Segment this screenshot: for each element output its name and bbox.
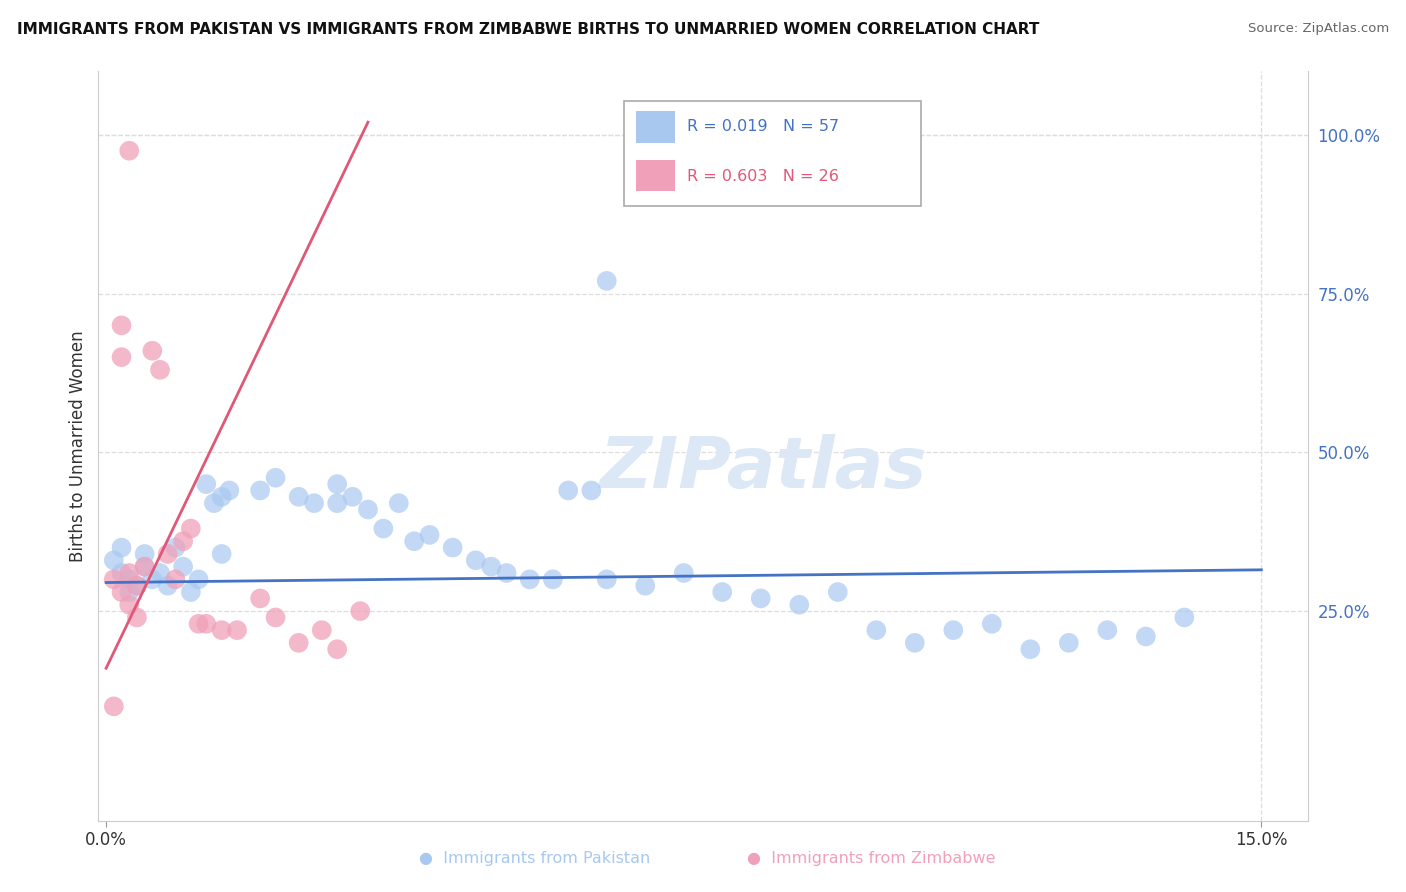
Point bbox=[311, 623, 333, 637]
Point bbox=[904, 636, 927, 650]
Point bbox=[110, 585, 132, 599]
Point bbox=[1019, 642, 1042, 657]
Point bbox=[118, 572, 141, 586]
Bar bbox=[637, 112, 675, 143]
Point bbox=[110, 566, 132, 580]
Point bbox=[125, 579, 148, 593]
Point bbox=[942, 623, 965, 637]
Point bbox=[519, 572, 541, 586]
Point bbox=[349, 604, 371, 618]
Point bbox=[211, 623, 233, 637]
FancyBboxPatch shape bbox=[624, 102, 921, 206]
Point bbox=[342, 490, 364, 504]
Point bbox=[134, 547, 156, 561]
Point bbox=[141, 343, 163, 358]
Point bbox=[103, 572, 125, 586]
Point bbox=[419, 528, 441, 542]
Point bbox=[110, 541, 132, 555]
Point bbox=[110, 350, 132, 364]
Point bbox=[134, 559, 156, 574]
Point bbox=[226, 623, 249, 637]
Point bbox=[165, 572, 187, 586]
Point bbox=[134, 559, 156, 574]
Point bbox=[165, 541, 187, 555]
Point bbox=[195, 477, 218, 491]
Y-axis label: Births to Unmarried Women: Births to Unmarried Women bbox=[69, 330, 87, 562]
Point bbox=[749, 591, 772, 606]
Point bbox=[326, 642, 349, 657]
Point bbox=[218, 483, 240, 498]
Point bbox=[141, 572, 163, 586]
Point bbox=[149, 363, 172, 377]
Text: R = 0.603   N = 26: R = 0.603 N = 26 bbox=[688, 169, 839, 184]
Point bbox=[172, 559, 194, 574]
Point bbox=[373, 522, 395, 536]
Text: R = 0.019   N = 57: R = 0.019 N = 57 bbox=[688, 119, 839, 134]
Point bbox=[827, 585, 849, 599]
Point bbox=[249, 591, 271, 606]
Point bbox=[172, 534, 194, 549]
Text: IMMIGRANTS FROM PAKISTAN VS IMMIGRANTS FROM ZIMBABWE BIRTHS TO UNMARRIED WOMEN C: IMMIGRANTS FROM PAKISTAN VS IMMIGRANTS F… bbox=[17, 22, 1039, 37]
Point bbox=[495, 566, 517, 580]
Point bbox=[202, 496, 225, 510]
Point bbox=[326, 477, 349, 491]
Point bbox=[110, 318, 132, 333]
Point bbox=[541, 572, 564, 586]
Point bbox=[103, 699, 125, 714]
Text: ●  Immigrants from Pakistan: ● Immigrants from Pakistan bbox=[419, 851, 650, 865]
Point bbox=[118, 566, 141, 580]
Point bbox=[118, 598, 141, 612]
Point bbox=[581, 483, 603, 498]
Point bbox=[672, 566, 695, 580]
Point bbox=[156, 579, 179, 593]
Point bbox=[249, 483, 271, 498]
Point bbox=[596, 274, 619, 288]
Point bbox=[326, 496, 349, 510]
Text: ●  Immigrants from Zimbabwe: ● Immigrants from Zimbabwe bbox=[748, 851, 995, 865]
Point bbox=[404, 534, 426, 549]
Point bbox=[264, 610, 287, 624]
Point bbox=[264, 471, 287, 485]
Point bbox=[634, 579, 657, 593]
Point bbox=[787, 598, 810, 612]
Point bbox=[441, 541, 464, 555]
Text: ZIPatlas: ZIPatlas bbox=[600, 434, 927, 503]
Point bbox=[156, 547, 179, 561]
Point bbox=[287, 490, 309, 504]
Point bbox=[596, 572, 619, 586]
Point bbox=[103, 553, 125, 567]
Point bbox=[302, 496, 325, 510]
Point bbox=[1057, 636, 1080, 650]
Point bbox=[1097, 623, 1119, 637]
Text: Source: ZipAtlas.com: Source: ZipAtlas.com bbox=[1249, 22, 1389, 36]
Point bbox=[187, 572, 209, 586]
Point bbox=[195, 616, 218, 631]
Point bbox=[187, 616, 209, 631]
Point bbox=[865, 623, 887, 637]
Point bbox=[211, 547, 233, 561]
Point bbox=[125, 610, 148, 624]
Point bbox=[118, 585, 141, 599]
Point bbox=[479, 559, 502, 574]
Point bbox=[980, 616, 1002, 631]
Point bbox=[125, 579, 148, 593]
Point bbox=[149, 566, 172, 580]
Point bbox=[357, 502, 380, 516]
Bar bbox=[637, 160, 675, 191]
Point bbox=[180, 522, 202, 536]
Point bbox=[118, 144, 141, 158]
Point bbox=[211, 490, 233, 504]
Point bbox=[1173, 610, 1195, 624]
Point bbox=[557, 483, 579, 498]
Point bbox=[1135, 630, 1157, 644]
Point bbox=[464, 553, 486, 567]
Point bbox=[287, 636, 309, 650]
Point bbox=[388, 496, 411, 510]
Point bbox=[711, 585, 734, 599]
Point bbox=[180, 585, 202, 599]
